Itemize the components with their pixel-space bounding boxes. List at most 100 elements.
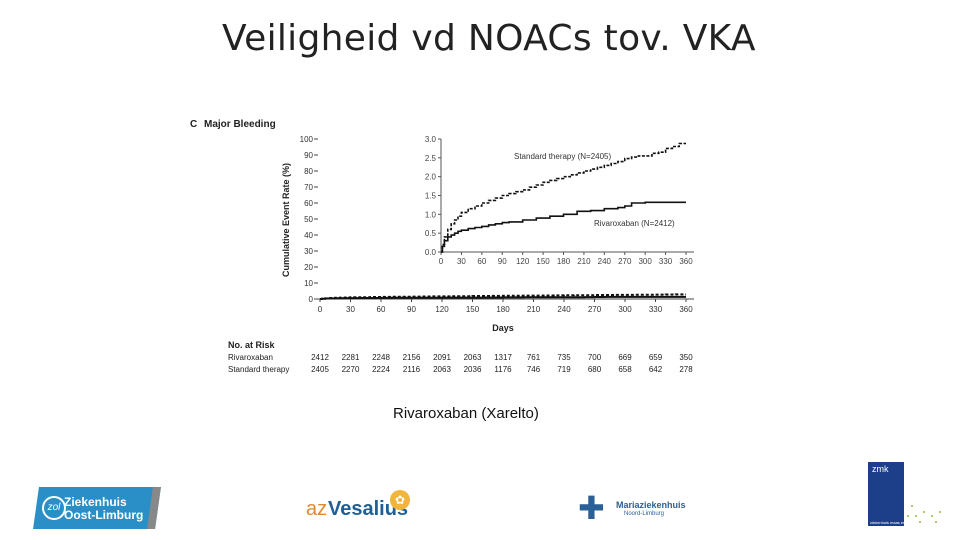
inset-x-tick-label: 180 [557, 257, 571, 266]
at-risk-value: 680 [588, 365, 602, 374]
main-y-tick-label: 40 [304, 231, 313, 240]
inset-axes: 0.0 0.5 1.0 1.5 2.0 2.5 3.0 0 30 60 90 120 150 180 210… [425, 135, 694, 266]
at-risk-value: 2224 [372, 365, 390, 374]
figure-caption: Rivaroxaban (Xarelto) [393, 405, 539, 422]
inset-y-tick-label: 2.0 [425, 173, 437, 182]
inset-x-tick-label: 330 [659, 257, 673, 266]
zmk-dots-icon [907, 505, 941, 523]
inset-y-tick-label: 0.0 [425, 248, 437, 257]
at-risk-value: 350 [679, 353, 693, 362]
y-axis-label: Cumulative Event Rate (%) [281, 163, 291, 277]
at-risk-value: 746 [527, 365, 541, 374]
main-x-tick-label: 330 [649, 305, 663, 314]
inset-x-tick-label: 360 [679, 257, 693, 266]
main-x-tick-label: 240 [557, 305, 571, 314]
zol-mark-icon: zol [42, 496, 66, 520]
at-risk-value: 700 [588, 353, 602, 362]
at-risk-value: 642 [649, 365, 663, 374]
at-risk-value: 719 [557, 365, 571, 374]
main-x-tick-label: 270 [588, 305, 602, 314]
at-risk-value: 1176 [494, 365, 512, 374]
main-x-tick-label: 180 [496, 305, 510, 314]
inset-series [441, 142, 686, 253]
inset-y-tick-label: 0.5 [425, 229, 437, 238]
inset-x-tick-label: 150 [536, 257, 550, 266]
at-risk-value: 2412 [311, 353, 329, 362]
inset-y-tick-label: 2.5 [425, 154, 437, 163]
vesalius-name: Vesalius [328, 498, 409, 520]
main-x-tick-label: 120 [435, 305, 449, 314]
maria-line2: Noord-Limburg [624, 511, 665, 517]
inset-y-tick-label: 1.5 [425, 192, 437, 201]
main-x-tick-label: 60 [377, 305, 386, 314]
at-risk-value: 2063 [464, 353, 482, 362]
inset-x-tick-label: 300 [638, 257, 652, 266]
at-risk-value: 2091 [433, 353, 451, 362]
main-y-tick-label: 0 [309, 295, 314, 304]
at-risk-table: No. at Risk Rivaroxaban Standard therapy… [228, 340, 693, 374]
at-risk-value: 761 [527, 353, 541, 362]
main-y-tick-label: 50 [304, 215, 313, 224]
main-x-tick-label: 300 [618, 305, 632, 314]
main-y-tick-label: 20 [304, 263, 313, 272]
inset-x-tick-label: 60 [477, 257, 486, 266]
main-y-tick-label: 100 [300, 135, 314, 144]
at-risk-value: 2063 [433, 365, 451, 374]
main-y-tick-label: 70 [304, 183, 313, 192]
inset-y-tick-label: 1.0 [425, 210, 437, 219]
main-x-tick-label: 360 [679, 305, 693, 314]
inset-x-tick-label: 270 [618, 257, 632, 266]
main-y-tick-label: 60 [304, 199, 313, 208]
inset-x-tick-label: 120 [516, 257, 530, 266]
at-risk-row-label-standard: Standard therapy [228, 365, 289, 374]
mariaziekenhuis-logo: ✚ Mariaziekenhuis Noord-Limburg [578, 490, 694, 526]
inset-x-tick-label: 90 [498, 257, 507, 266]
main-y-tick-label: 10 [304, 279, 313, 288]
at-risk-value: 2405 [311, 365, 329, 374]
at-risk-value: 735 [557, 353, 571, 362]
zmk-label: zmk [872, 464, 889, 474]
main-x-tick-label: 210 [527, 305, 541, 314]
at-risk-row-label-rivaroxaban: Rivaroxaban [228, 353, 273, 362]
main-y-tick-label: 90 [304, 151, 313, 160]
panel-letter: C [190, 119, 197, 130]
main-x-tick-label: 0 [318, 305, 323, 314]
main-series-rivaroxaban [320, 295, 686, 300]
at-risk-value: 1317 [494, 353, 512, 362]
at-risk-value: 2281 [342, 353, 360, 362]
at-risk-value: 2270 [342, 365, 360, 374]
at-risk-value: 669 [618, 353, 632, 362]
slide-title: Veiligheid vd NOACs tov. VKA [222, 18, 756, 59]
inset-series-rivaroxaban [441, 201, 686, 253]
inset-y-tick-label: 3.0 [425, 135, 437, 144]
main-x-tick-label: 30 [346, 305, 355, 314]
zol-line2: Oost-Limburg [64, 508, 144, 522]
vesalius-emblem-icon: ✿ [390, 490, 410, 510]
az-vesalius-logo: az Vesalius ✿ [306, 488, 410, 524]
inset-x-tick-label: 240 [598, 257, 612, 266]
main-x-tick-label: 90 [407, 305, 416, 314]
zmk-logo: zmk ziekenhuis maas en kempen [868, 462, 944, 526]
main-y-tick-label: 80 [304, 167, 313, 176]
vesalius-prefix: az [306, 498, 328, 520]
at-risk-value: 278 [679, 365, 693, 374]
at-risk-value: 2248 [372, 353, 390, 362]
inset-series-standard-therapy [441, 142, 686, 253]
legend-rivaroxaban: Rivaroxaban (N=2412) [594, 219, 675, 228]
zmk-foot: ziekenhuis maas en kempen [870, 520, 921, 525]
zmk-panel: zmk ziekenhuis maas en kempen [868, 462, 921, 526]
main-y-tick-label: 30 [304, 247, 313, 256]
inset-x-tick-label: 0 [439, 257, 444, 266]
inset-x-tick-label: 30 [457, 257, 466, 266]
x-axis-label: Days [492, 323, 514, 333]
at-risk-value: 2156 [403, 353, 421, 362]
at-risk-value: 659 [649, 353, 663, 362]
maria-cross-icon: ✚ [578, 490, 605, 526]
main-series [320, 293, 686, 300]
at-risk-header: No. at Risk [228, 340, 276, 350]
at-risk-value: 2116 [403, 365, 421, 374]
maria-line1: Mariaziekenhuis [616, 500, 686, 510]
inset-x-tick-label: 210 [577, 257, 591, 266]
at-risk-value: 2036 [464, 365, 482, 374]
